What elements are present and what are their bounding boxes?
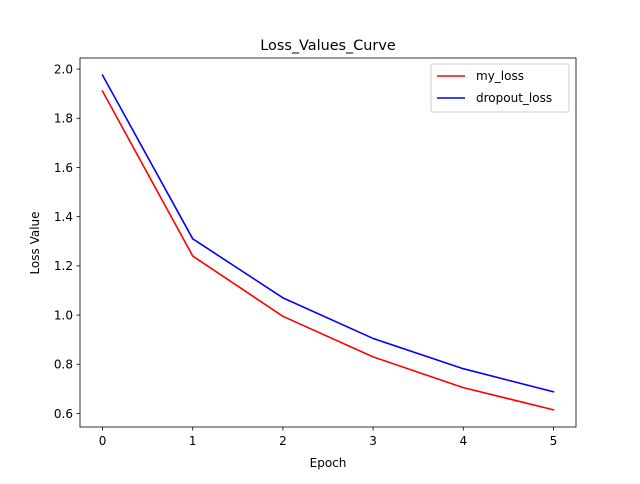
chart-title: Loss_Values_Curve [260, 38, 396, 54]
legend-label-my-loss: my_loss [476, 69, 524, 83]
x-tick-label: 1 [189, 434, 197, 448]
y-tick-label: 1.6 [54, 161, 73, 175]
legend-label-dropout-loss: dropout_loss [476, 91, 552, 105]
legend: my_loss dropout_loss [431, 64, 569, 112]
x-tick-label: 0 [99, 434, 107, 448]
y-axis-label: Loss Value [28, 211, 42, 274]
y-tick-label: 0.6 [54, 407, 73, 421]
x-tick-label: 4 [459, 434, 467, 448]
x-axis-label: Epoch [310, 456, 347, 470]
y-tick-label: 1.0 [54, 308, 73, 322]
y-tick-label: 1.4 [54, 210, 73, 224]
x-tick-label: 2 [279, 434, 287, 448]
x-tick-label: 5 [550, 434, 558, 448]
y-tick-label: 0.8 [54, 358, 73, 372]
y-tick-label: 2.0 [54, 62, 73, 76]
y-tick-label: 1.2 [54, 259, 73, 273]
y-tick-label: 1.8 [54, 112, 73, 126]
x-tick-label: 3 [369, 434, 377, 448]
